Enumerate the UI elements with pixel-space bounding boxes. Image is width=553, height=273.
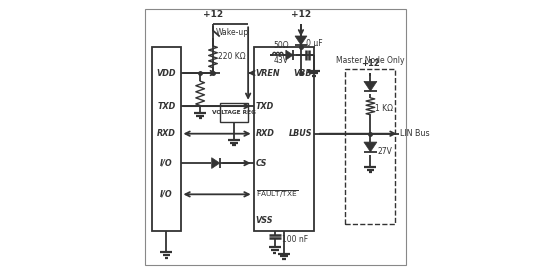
- Text: VDD: VDD: [156, 69, 176, 78]
- Polygon shape: [212, 158, 220, 168]
- Text: VOLTAGE REG: VOLTAGE REG: [212, 110, 256, 115]
- Bar: [220, 103, 248, 122]
- Text: +12: +12: [203, 10, 223, 19]
- Text: $\overline{\rm FAULT/TXE}$: $\overline{\rm FAULT/TXE}$: [255, 189, 298, 200]
- Polygon shape: [295, 36, 307, 45]
- Text: Master Node Only: Master Node Only: [336, 56, 405, 65]
- Text: VREN: VREN: [255, 69, 280, 78]
- Text: +12: +12: [361, 59, 380, 68]
- Text: CS: CS: [255, 159, 267, 168]
- Text: TXD: TXD: [255, 102, 274, 111]
- Text: VSS: VSS: [255, 216, 273, 225]
- Text: LIN Bus: LIN Bus: [400, 129, 430, 138]
- Text: VBB: VBB: [294, 69, 312, 78]
- Polygon shape: [364, 81, 377, 91]
- Bar: [346, 69, 395, 224]
- Text: TXD: TXD: [157, 102, 175, 111]
- Bar: [152, 47, 181, 231]
- Text: LBUS: LBUS: [289, 129, 312, 138]
- Text: Wake-up: Wake-up: [216, 28, 249, 37]
- Text: 1.0 μF: 1.0 μF: [299, 39, 322, 48]
- Text: 1 KΩ: 1 KΩ: [375, 104, 393, 113]
- Text: RXD: RXD: [157, 129, 176, 138]
- Polygon shape: [286, 50, 293, 60]
- Text: 43V: 43V: [273, 56, 288, 65]
- Text: 220 KΩ: 220 KΩ: [218, 52, 246, 61]
- Text: RXD: RXD: [255, 129, 275, 138]
- Text: 100 nF: 100 nF: [281, 235, 307, 244]
- Text: 50Ω: 50Ω: [273, 41, 289, 50]
- Bar: [253, 47, 314, 231]
- Text: 27V: 27V: [377, 147, 392, 156]
- Text: I/O: I/O: [160, 159, 173, 168]
- Polygon shape: [364, 142, 377, 152]
- Text: I/O: I/O: [160, 190, 173, 199]
- Text: +12: +12: [291, 10, 311, 19]
